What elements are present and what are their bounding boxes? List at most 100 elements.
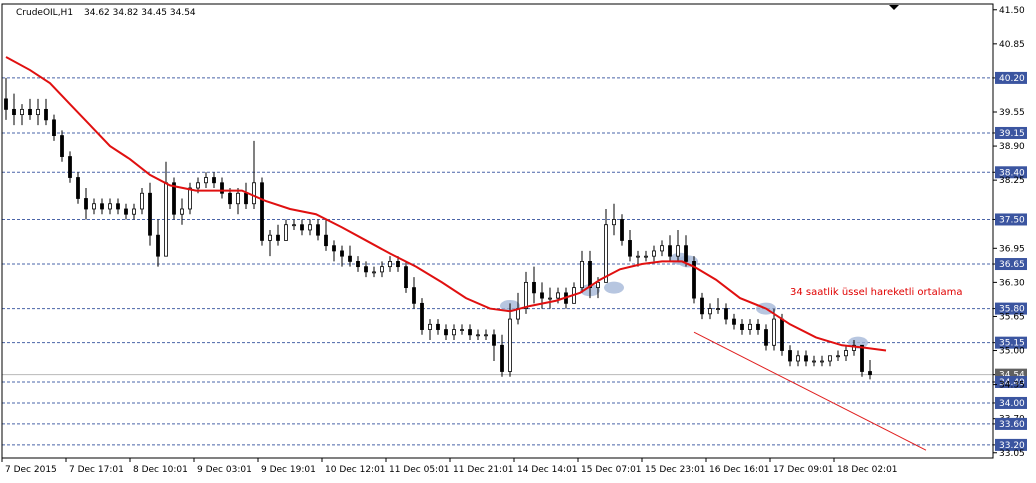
time-tick-label: 11 Dec 21:01 (453, 465, 514, 475)
candle-body (724, 308, 728, 320)
candle-body (244, 192, 248, 205)
candle (180, 198, 184, 225)
candle (332, 240, 336, 262)
candle-body (236, 192, 240, 205)
trendline-layer (693, 331, 927, 451)
candle (356, 256, 360, 272)
candle-body (836, 355, 840, 358)
candle-body (748, 323, 752, 330)
price-tick-label: 41.50 (999, 6, 1025, 16)
candle-body (500, 344, 504, 372)
candle (532, 266, 536, 304)
candle-body (380, 266, 384, 273)
time-tick-label: 17 Dec 09:01 (773, 465, 834, 475)
candle (668, 235, 672, 262)
candle (740, 319, 744, 335)
candle-body (348, 255, 352, 262)
candle-body (540, 292, 544, 299)
candle (364, 261, 368, 278)
candle-body (580, 261, 584, 289)
candle (132, 203, 136, 220)
candle-body (436, 323, 440, 330)
candle-body (476, 334, 480, 337)
candle-body (364, 266, 368, 273)
chart-shift-triangle-icon[interactable] (889, 5, 899, 10)
time-tick-label: 14 Dec 14:01 (517, 465, 578, 475)
candle (404, 261, 408, 293)
time-axis: 7 Dec 2015 7 Dec 17:01 8 Dec 10:01 9 Dec 03… (1, 458, 898, 475)
candle-body (860, 344, 864, 372)
candle-body (700, 297, 704, 315)
price-label-box (995, 126, 1027, 139)
candle-body (556, 292, 560, 299)
candle-body (140, 192, 144, 210)
price-tick-label: 33.05 (999, 449, 1025, 459)
price-label-box (995, 166, 1027, 179)
candle-body (756, 323, 760, 330)
price-tick-label: 39.55 (999, 108, 1025, 118)
candle (860, 344, 864, 377)
candle-body (612, 219, 616, 226)
candle-body (36, 108, 40, 116)
candle-body (636, 255, 640, 258)
candle-body (460, 329, 464, 331)
candle (268, 229, 272, 257)
candle-body (172, 182, 176, 215)
trendline (693, 331, 927, 451)
time-tick-label: 15 Dec 07:01 (581, 465, 642, 475)
candle-body (292, 224, 296, 227)
time-tick-label: 10 Dec 12:01 (325, 465, 386, 475)
price-label-box (995, 258, 1027, 271)
candle-body (492, 334, 496, 346)
candle (444, 324, 448, 341)
candle-body (68, 156, 72, 178)
candle (428, 319, 432, 341)
candle (628, 229, 632, 262)
price-tick-label: 39.15 (999, 129, 1025, 139)
candle (156, 219, 160, 267)
candle-body (692, 261, 696, 299)
price-tick-label: 38.40 (999, 168, 1025, 178)
candle-body (684, 245, 688, 262)
candle-body (356, 261, 360, 268)
price-tick-label: 34.54 (999, 371, 1025, 381)
candle (164, 161, 168, 257)
candle-body (300, 224, 304, 231)
candle-body (820, 360, 824, 363)
candle-body (100, 203, 104, 210)
price-label-box (995, 375, 1027, 388)
candle-body (188, 187, 192, 210)
candle (644, 250, 648, 262)
candle (140, 188, 144, 215)
time-tick-label: 9 Dec 19:01 (261, 465, 316, 475)
candle (28, 98, 32, 120)
candle-body (420, 302, 424, 330)
ema-annotation: 34 saatlik üssel hareketli ortalama (790, 287, 963, 298)
candle (52, 114, 56, 141)
candle (588, 250, 592, 299)
price-tick-label: 36.95 (999, 244, 1025, 254)
ema-34-line (5, 56, 887, 352)
candle (452, 324, 456, 341)
candle-body (780, 318, 784, 351)
candle (76, 172, 80, 204)
candle (836, 350, 840, 362)
plot-frame (1, 3, 994, 459)
price-label-box (995, 396, 1027, 409)
candle (380, 261, 384, 278)
candle (756, 319, 760, 335)
candle-body (220, 182, 224, 194)
candle-body (716, 308, 720, 310)
candle (204, 172, 208, 189)
candle (396, 256, 400, 272)
candle (764, 324, 768, 351)
candle (292, 219, 296, 230)
candle-body (532, 281, 536, 294)
candle-body (276, 234, 280, 241)
candle-body (44, 108, 48, 121)
candle-body (844, 350, 848, 357)
chart-frame (1, 3, 994, 459)
candle-body (284, 224, 288, 241)
candle (244, 182, 248, 209)
